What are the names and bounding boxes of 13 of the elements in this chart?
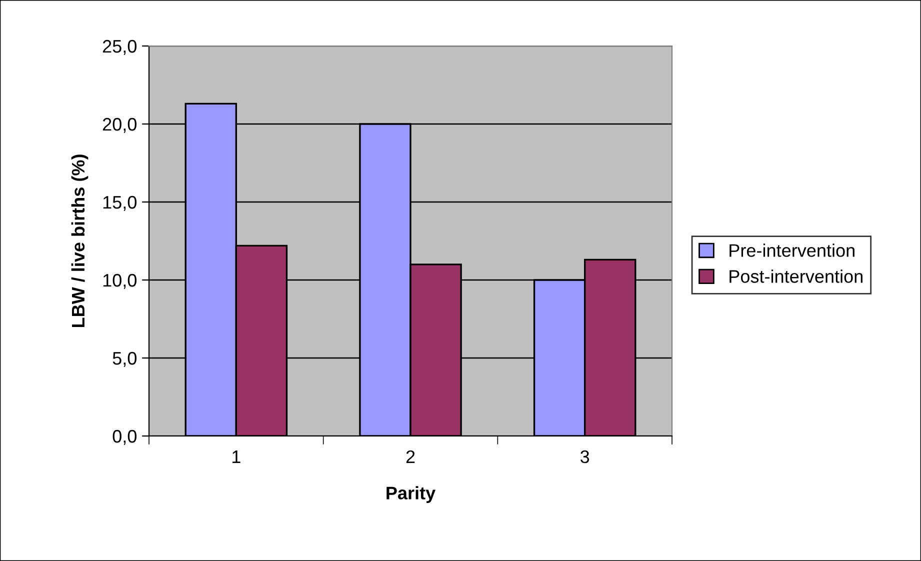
y-tick-label: 10,0: [103, 274, 136, 289]
x-tick-label: 3: [580, 450, 590, 464]
y-tick-label: 25,0: [102, 40, 136, 55]
legend-label: Post-intervention: [730, 270, 862, 283]
y-tick-label: 15,0: [103, 196, 136, 211]
y-tick-label: 0,0: [112, 430, 136, 445]
x-axis-title: Parity: [386, 486, 436, 503]
x-tick-label: 2: [406, 450, 415, 463]
legend-label: Pre-intervention: [730, 244, 854, 257]
x-tick-label: 1: [232, 450, 240, 463]
y-axis-title: LBW / live births (%): [71, 154, 88, 328]
y-tick-label: 20,0: [102, 118, 136, 133]
y-tick-label: 5,0: [112, 352, 136, 367]
